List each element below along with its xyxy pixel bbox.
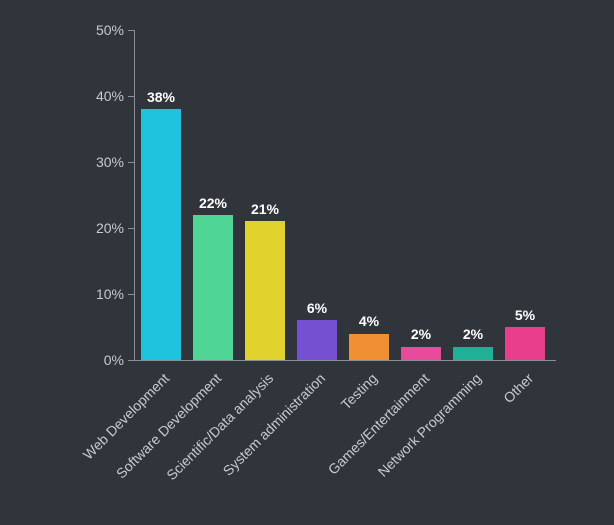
bar-testing (349, 334, 389, 360)
bar-value-label: 2% (411, 326, 431, 342)
bar-web-development (141, 109, 181, 360)
y-tick (128, 360, 134, 361)
bar-value-label: 21% (251, 201, 279, 217)
x-axis (134, 360, 556, 361)
bar-value-label: 22% (199, 195, 227, 211)
y-tick-label: 20% (74, 220, 124, 236)
bar-scientific-data (245, 221, 285, 360)
bar-software-development (193, 215, 233, 360)
bar-chart: 0% 10% 20% 30% 40% 50% 38% 22% 21% 6% 4%… (0, 0, 614, 525)
bar-other (505, 327, 545, 360)
bar-system-administration (297, 320, 337, 360)
bar-games-entertainment (401, 347, 441, 360)
bar-value-label: 5% (515, 307, 535, 323)
plot-area: 38% 22% 21% 6% 4% 2% 2% 5% (134, 30, 556, 360)
y-tick-label: 0% (74, 352, 124, 368)
bar-value-label: 2% (463, 326, 483, 342)
bar-value-label: 4% (359, 313, 379, 329)
y-tick-label: 40% (74, 88, 124, 104)
y-tick-label: 10% (74, 286, 124, 302)
bar-value-label: 38% (147, 89, 175, 105)
bar-value-label: 6% (307, 300, 327, 316)
y-tick-label: 50% (74, 22, 124, 38)
y-tick-label: 30% (74, 154, 124, 170)
bar-network-programming (453, 347, 493, 360)
